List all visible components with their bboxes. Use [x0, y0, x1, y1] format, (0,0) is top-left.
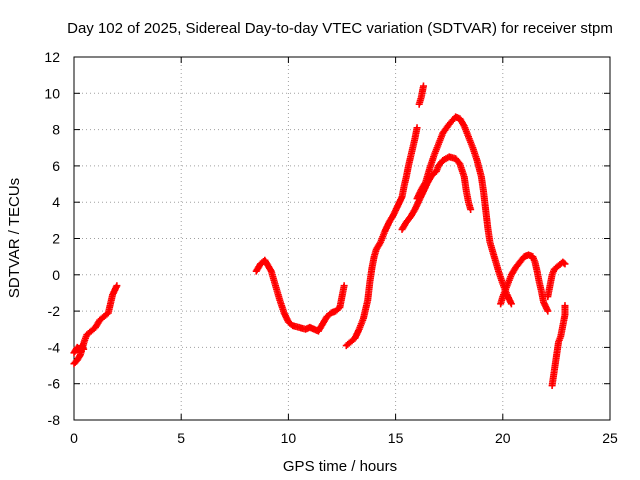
y-tick-label: 10	[44, 85, 60, 101]
x-tick-label: 0	[70, 430, 78, 446]
data-point	[266, 266, 274, 274]
data-point	[80, 345, 88, 353]
data-point	[113, 282, 121, 290]
y-tick-label: -2	[48, 303, 61, 319]
x-tick-label: 25	[602, 430, 618, 446]
y-tick-label: 12	[44, 49, 60, 65]
data-point	[421, 180, 429, 188]
y-tick-label: -8	[48, 412, 61, 428]
y-tick-label: -4	[48, 339, 61, 355]
x-tick-label: 20	[495, 430, 511, 446]
data-point	[560, 259, 568, 267]
y-tick-label: 6	[52, 158, 60, 174]
data-point	[561, 260, 569, 268]
y-tick-label: 8	[52, 122, 60, 138]
x-axis-label: GPS time / hours	[283, 458, 397, 475]
data-markers	[70, 82, 569, 390]
axis-ticks: 0 5 10 15 20 25 -8 -6 -4 -2 0 2 4 6 8 10 12	[44, 49, 618, 446]
x-tick-label: 10	[281, 430, 297, 446]
data-point	[507, 300, 515, 308]
y-tick-label: 2	[52, 231, 60, 247]
y-axis-label: SDTVAR / TECUs	[6, 178, 23, 298]
chart-title: Day 102 of 2025, Sidereal Day-to-day VTE…	[67, 20, 613, 37]
y-tick-label: 0	[52, 267, 60, 283]
x-tick-label: 5	[177, 430, 185, 446]
data-point	[561, 302, 569, 310]
data-point	[419, 82, 427, 90]
grid	[74, 57, 610, 420]
x-tick-label: 15	[388, 430, 404, 446]
data-point	[413, 124, 421, 132]
data-point	[467, 205, 475, 213]
data-point	[340, 282, 348, 290]
data-point	[544, 307, 552, 315]
y-tick-label: -6	[48, 376, 61, 392]
y-tick-label: 4	[52, 194, 60, 210]
